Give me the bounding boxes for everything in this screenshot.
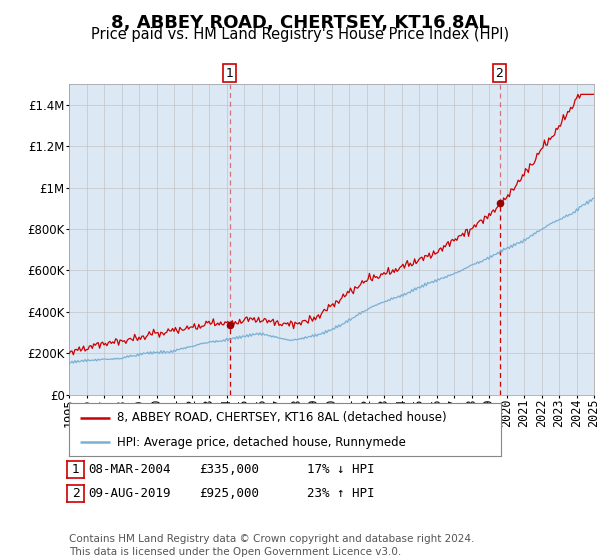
Text: HPI: Average price, detached house, Runnymede: HPI: Average price, detached house, Runn…	[116, 436, 406, 449]
Text: 2: 2	[71, 487, 80, 500]
Text: 09-AUG-2019: 09-AUG-2019	[88, 487, 171, 500]
Text: 17% ↓ HPI: 17% ↓ HPI	[307, 463, 374, 476]
Text: 8, ABBEY ROAD, CHERTSEY, KT16 8AL (detached house): 8, ABBEY ROAD, CHERTSEY, KT16 8AL (detac…	[116, 411, 446, 424]
Text: £335,000: £335,000	[199, 463, 259, 476]
Text: 2: 2	[496, 67, 503, 80]
Text: 1: 1	[226, 67, 233, 80]
Text: 08-MAR-2004: 08-MAR-2004	[88, 463, 171, 476]
Text: 8, ABBEY ROAD, CHERTSEY, KT16 8AL: 8, ABBEY ROAD, CHERTSEY, KT16 8AL	[110, 14, 490, 32]
Text: 1: 1	[71, 463, 80, 476]
Text: Price paid vs. HM Land Registry's House Price Index (HPI): Price paid vs. HM Land Registry's House …	[91, 27, 509, 43]
Text: 23% ↑ HPI: 23% ↑ HPI	[307, 487, 374, 500]
Text: £925,000: £925,000	[199, 487, 259, 500]
Text: Contains HM Land Registry data © Crown copyright and database right 2024.
This d: Contains HM Land Registry data © Crown c…	[69, 534, 475, 557]
